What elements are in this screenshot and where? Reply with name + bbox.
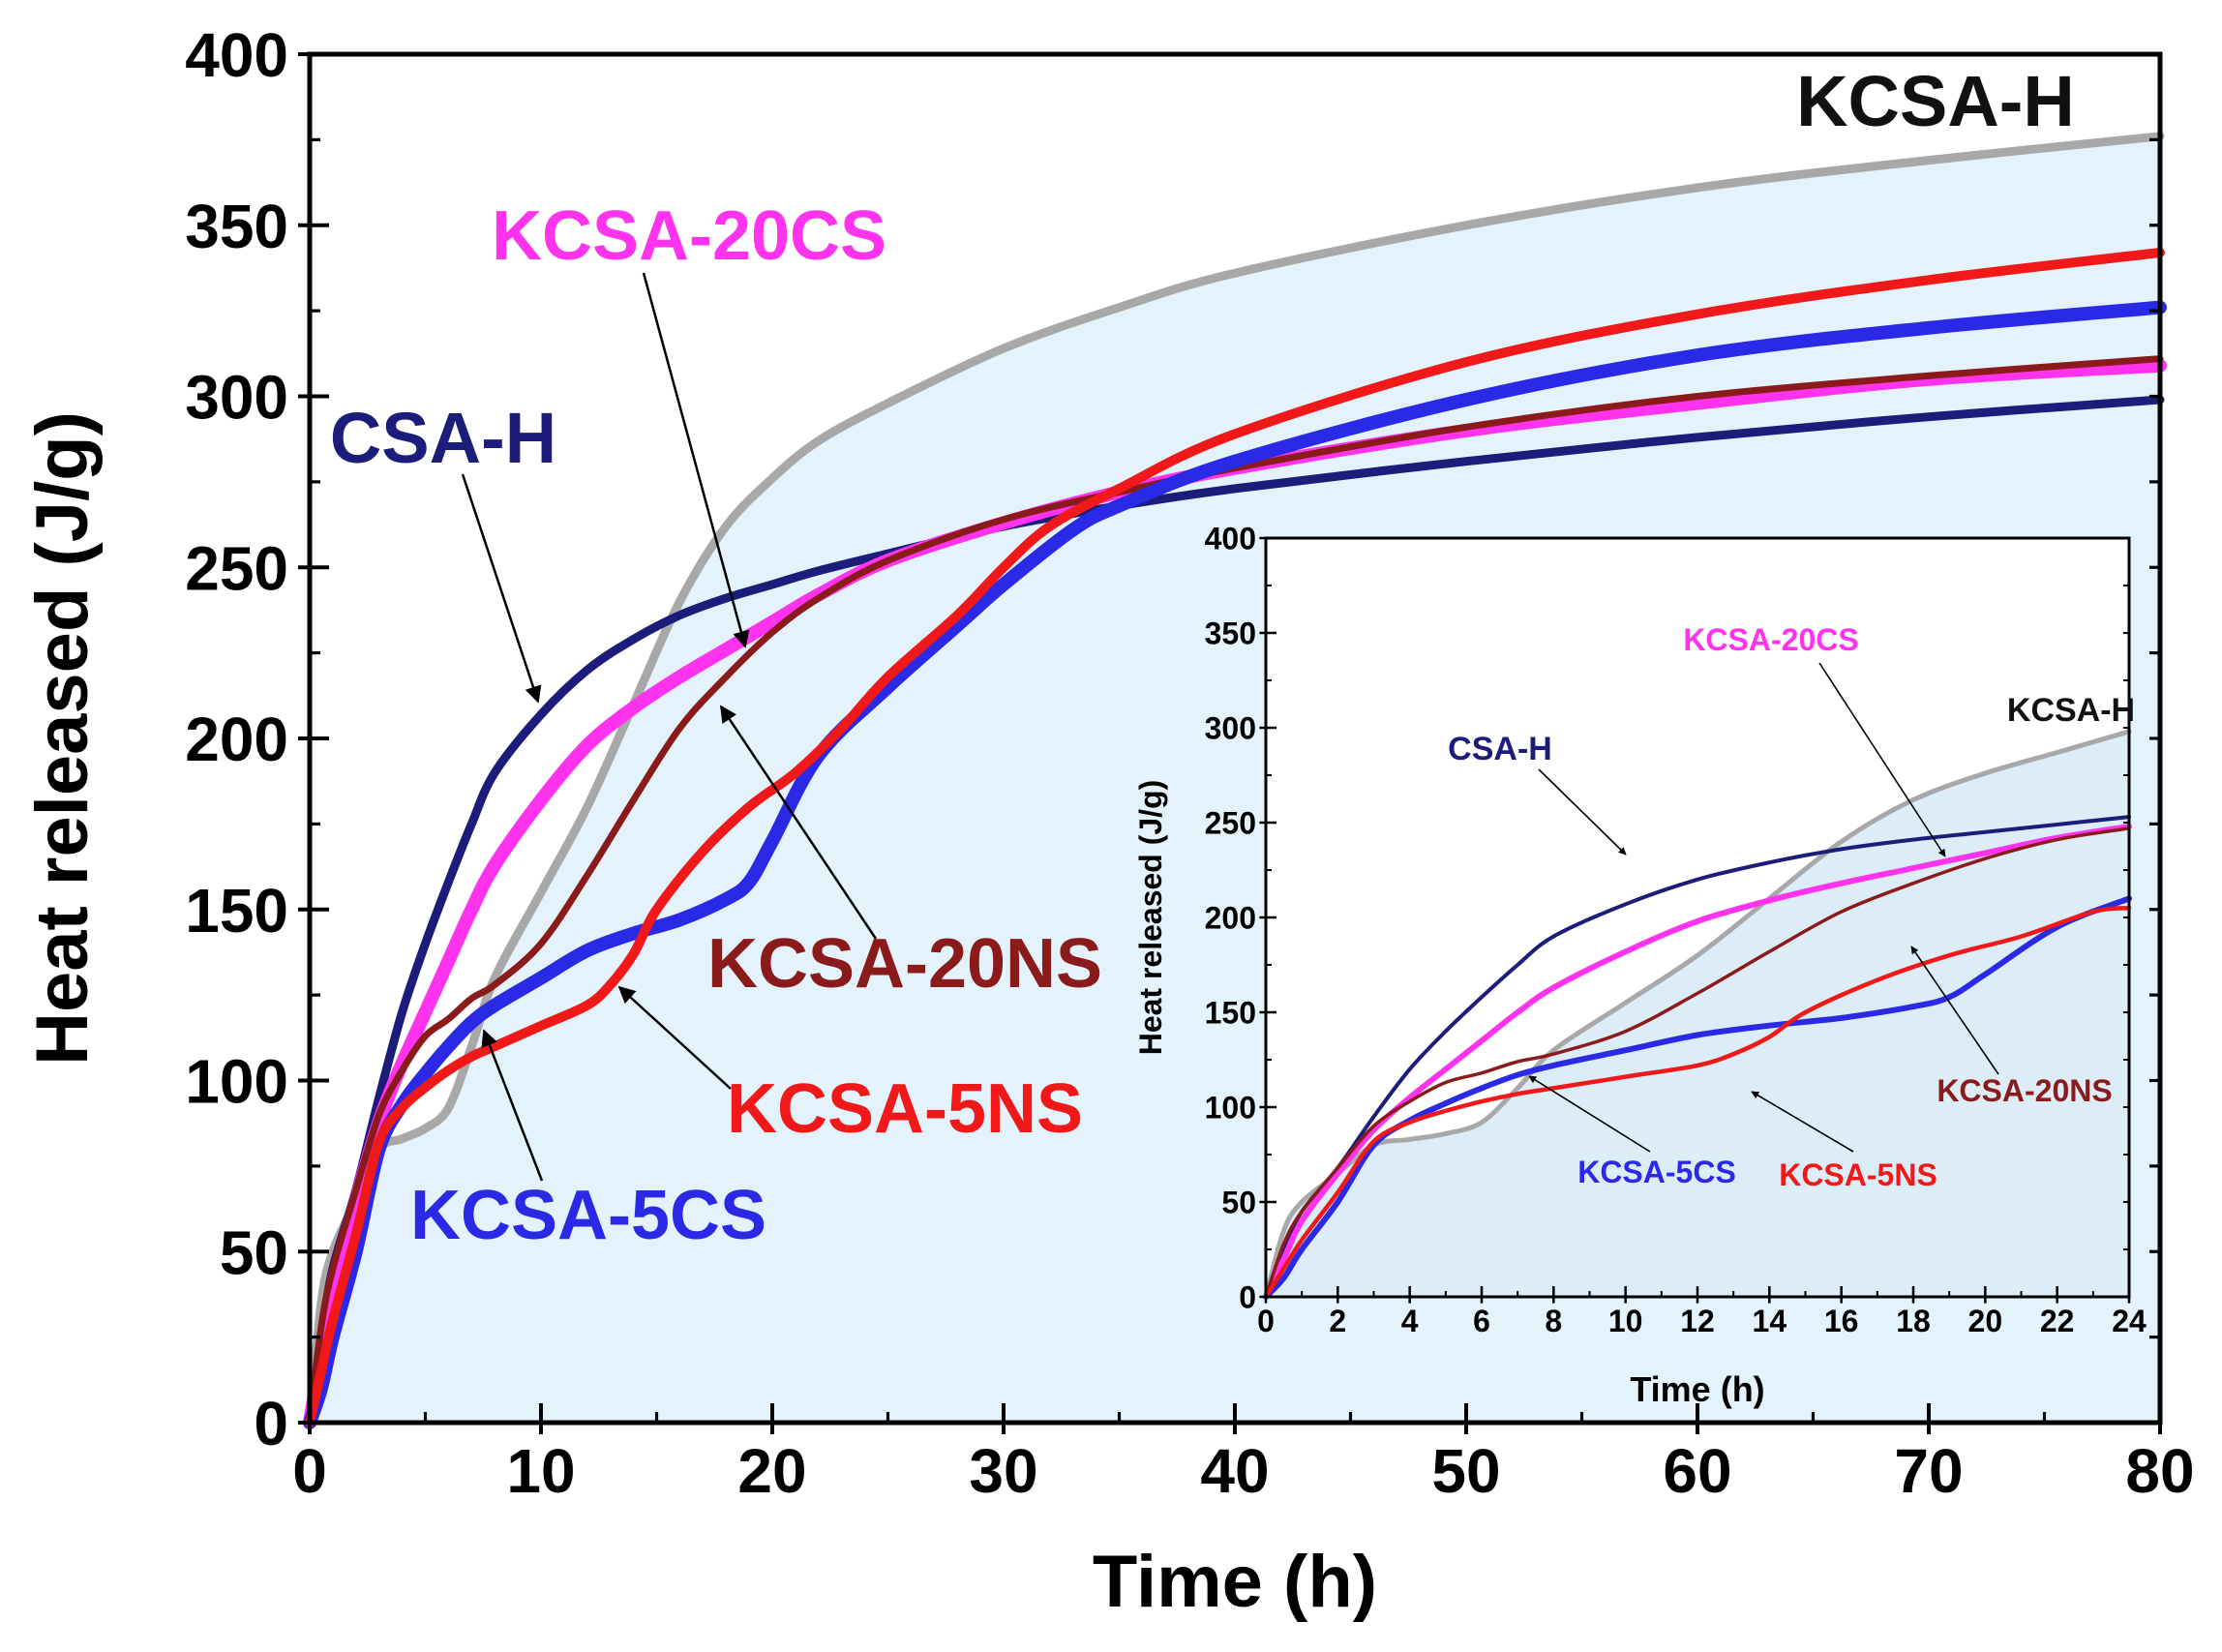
inset-x-tick-label: 12 bbox=[1680, 1304, 1715, 1338]
arrow-kcsa-5ns bbox=[617, 985, 732, 1090]
main-x-tick-label: 50 bbox=[1431, 1436, 1500, 1506]
main-y-tick-label: 0 bbox=[254, 1389, 288, 1458]
inset-x-tick-label: 2 bbox=[1329, 1304, 1346, 1338]
inset-series-kcsa-5ns bbox=[1263, 905, 2132, 1300]
inset-label-kcsa-5ns: KCSA-5NS bbox=[1779, 1157, 1937, 1192]
main-x-tick-label: 60 bbox=[1663, 1436, 1731, 1506]
x-axis-label: Time (h) bbox=[1093, 1541, 1377, 1623]
inset-x-axis-label: Time (h) bbox=[1630, 1369, 1764, 1409]
main-x-tick-label: 70 bbox=[1894, 1436, 1963, 1506]
inset-y-tick-label: 0 bbox=[1239, 1280, 1256, 1315]
inset-y-axis-label: Heat released (J/g) bbox=[1133, 780, 1168, 1056]
inset-arrow-kcsa-5cs bbox=[1528, 1075, 1651, 1153]
inset-label-kcsa-20ns: KCSA-20NS bbox=[1937, 1073, 2112, 1108]
main-series-kcsa-h bbox=[305, 132, 2165, 1427]
main-x-tick-label: 30 bbox=[969, 1436, 1037, 1506]
arrow-csa-h bbox=[461, 473, 542, 704]
inset-plot: 0 2 4 6 8 10 12 14 16 18 20 22 240501001502002503003… bbox=[1133, 522, 2147, 1409]
main-series-csa-h bbox=[305, 395, 2165, 1427]
inset-label-csa-h: CSA-H bbox=[1448, 731, 1552, 767]
inset-x-tick-label: 18 bbox=[1896, 1304, 1931, 1338]
label-kcsa-5cs: KCSA-5CS bbox=[410, 1177, 766, 1254]
inset-y-tick-label: 50 bbox=[1221, 1186, 1256, 1220]
arrow-kcsa-5cs bbox=[481, 1029, 544, 1182]
y-axis-label: Heat released (J/g) bbox=[21, 411, 104, 1066]
main-series-kcsa-20ns bbox=[306, 355, 2164, 1427]
inset-x-tick-label: 0 bbox=[1257, 1304, 1275, 1338]
main-y-tick-label: 200 bbox=[185, 705, 288, 774]
main-y-tick-label: 350 bbox=[185, 192, 288, 261]
inset-x-tick-label: 16 bbox=[1824, 1304, 1859, 1338]
arrow-kcsa-20ns bbox=[719, 705, 878, 940]
main-y-tick-label: 150 bbox=[185, 876, 288, 946]
main-x-tick-label: 20 bbox=[737, 1436, 806, 1506]
inset-series-kcsa-20ns bbox=[1264, 826, 2131, 1299]
inset-kcsa-h-shaded-area bbox=[1266, 731, 2129, 1297]
inset-x-tick-label: 20 bbox=[1968, 1304, 2003, 1338]
inset-arrow-kcsa-5ns bbox=[1751, 1091, 1854, 1153]
inset-y-tick-label: 200 bbox=[1205, 901, 1256, 936]
inset-y-tick-label: 350 bbox=[1205, 616, 1256, 651]
label-csa-h: CSA-H bbox=[330, 398, 556, 478]
label-kcsa-h: KCSA-H bbox=[1796, 61, 2075, 141]
inset-arrow-csa-h bbox=[1538, 768, 1627, 856]
inset-label-kcsa-5cs: KCSA-5CS bbox=[1577, 1155, 1736, 1189]
main-y-tick-label: 100 bbox=[185, 1047, 288, 1117]
main-y-tick-label: 50 bbox=[220, 1217, 288, 1287]
label-kcsa-5ns: KCSA-5NS bbox=[727, 1070, 1083, 1148]
main-y-tick-label: 300 bbox=[185, 363, 288, 433]
main-x-tick-label: 80 bbox=[2125, 1436, 2194, 1506]
inset-y-tick-label: 250 bbox=[1205, 806, 1256, 841]
inset-label-kcsa-h: KCSA-H bbox=[2007, 692, 2135, 729]
inset-y-tick-label: 300 bbox=[1205, 711, 1256, 746]
main-y-tick-label: 250 bbox=[185, 533, 288, 603]
inset-y-tick-label: 100 bbox=[1205, 1091, 1256, 1126]
main-x-tick-label: 40 bbox=[1200, 1436, 1269, 1506]
label-kcsa-20ns: KCSA-20NS bbox=[707, 925, 1102, 1003]
main-y-tick-label: 400 bbox=[185, 20, 288, 90]
arrow-kcsa-20cs bbox=[642, 272, 750, 648]
main-series-kcsa-5ns bbox=[305, 248, 2165, 1427]
label-kcsa-20cs: KCSA-20CS bbox=[492, 197, 886, 275]
inset-x-tick-label: 14 bbox=[1753, 1304, 1787, 1338]
inset-x-tick-label: 6 bbox=[1473, 1304, 1490, 1338]
inset-x-tick-label: 8 bbox=[1545, 1304, 1562, 1338]
inset-series-kcsa-5cs bbox=[1263, 895, 2132, 1300]
main-x-tick-label: 0 bbox=[292, 1436, 327, 1506]
inset-x-tick-label: 4 bbox=[1401, 1304, 1419, 1338]
inset-label-kcsa-20cs: KCSA-20CS bbox=[1683, 622, 1858, 657]
inset-y-tick-label: 150 bbox=[1205, 996, 1256, 1031]
inset-arrow-kcsa-20cs bbox=[1818, 662, 1946, 857]
inset-x-tick-label: 22 bbox=[2040, 1304, 2075, 1338]
inset-x-tick-label: 24 bbox=[2112, 1304, 2147, 1338]
inset-arrow-kcsa-20ns bbox=[1910, 946, 1999, 1075]
inset-series-kcsa-20cs bbox=[1263, 823, 2132, 1300]
main-x-tick-label: 10 bbox=[506, 1436, 575, 1506]
inset-y-tick-label: 400 bbox=[1205, 522, 1256, 556]
inset-x-tick-label: 10 bbox=[1608, 1304, 1643, 1338]
